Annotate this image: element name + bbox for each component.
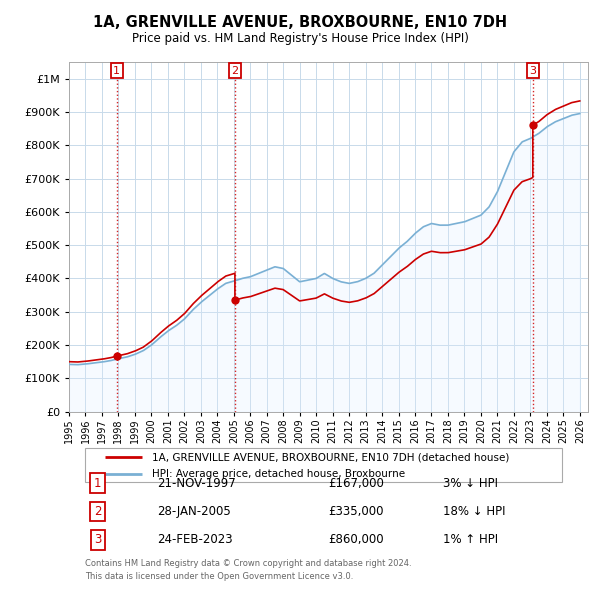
Text: 1A, GRENVILLE AVENUE, BROXBOURNE, EN10 7DH: 1A, GRENVILLE AVENUE, BROXBOURNE, EN10 7… [93, 15, 507, 30]
Text: 21-NOV-1997: 21-NOV-1997 [157, 477, 236, 490]
Text: 3% ↓ HPI: 3% ↓ HPI [443, 477, 497, 490]
Text: 28-JAN-2005: 28-JAN-2005 [157, 505, 231, 518]
Text: 24-FEB-2023: 24-FEB-2023 [157, 533, 233, 546]
Text: 2: 2 [232, 65, 238, 76]
Text: 3: 3 [94, 533, 101, 546]
Text: 1: 1 [94, 477, 101, 490]
Text: 1% ↑ HPI: 1% ↑ HPI [443, 533, 498, 546]
Text: 1A, GRENVILLE AVENUE, BROXBOURNE, EN10 7DH (detached house): 1A, GRENVILLE AVENUE, BROXBOURNE, EN10 7… [152, 453, 509, 463]
Text: Price paid vs. HM Land Registry's House Price Index (HPI): Price paid vs. HM Land Registry's House … [131, 32, 469, 45]
Text: 18% ↓ HPI: 18% ↓ HPI [443, 505, 505, 518]
Text: HPI: Average price, detached house, Broxbourne: HPI: Average price, detached house, Brox… [152, 469, 405, 479]
Text: 2: 2 [94, 505, 101, 518]
Text: £860,000: £860,000 [329, 533, 384, 546]
Text: £335,000: £335,000 [329, 505, 384, 518]
Text: £167,000: £167,000 [329, 477, 385, 490]
Text: Contains HM Land Registry data © Crown copyright and database right 2024.: Contains HM Land Registry data © Crown c… [85, 559, 411, 568]
Text: 1: 1 [113, 65, 120, 76]
Bar [85, 448, 562, 481]
Text: 3: 3 [529, 65, 536, 76]
Text: This data is licensed under the Open Government Licence v3.0.: This data is licensed under the Open Gov… [85, 572, 353, 581]
